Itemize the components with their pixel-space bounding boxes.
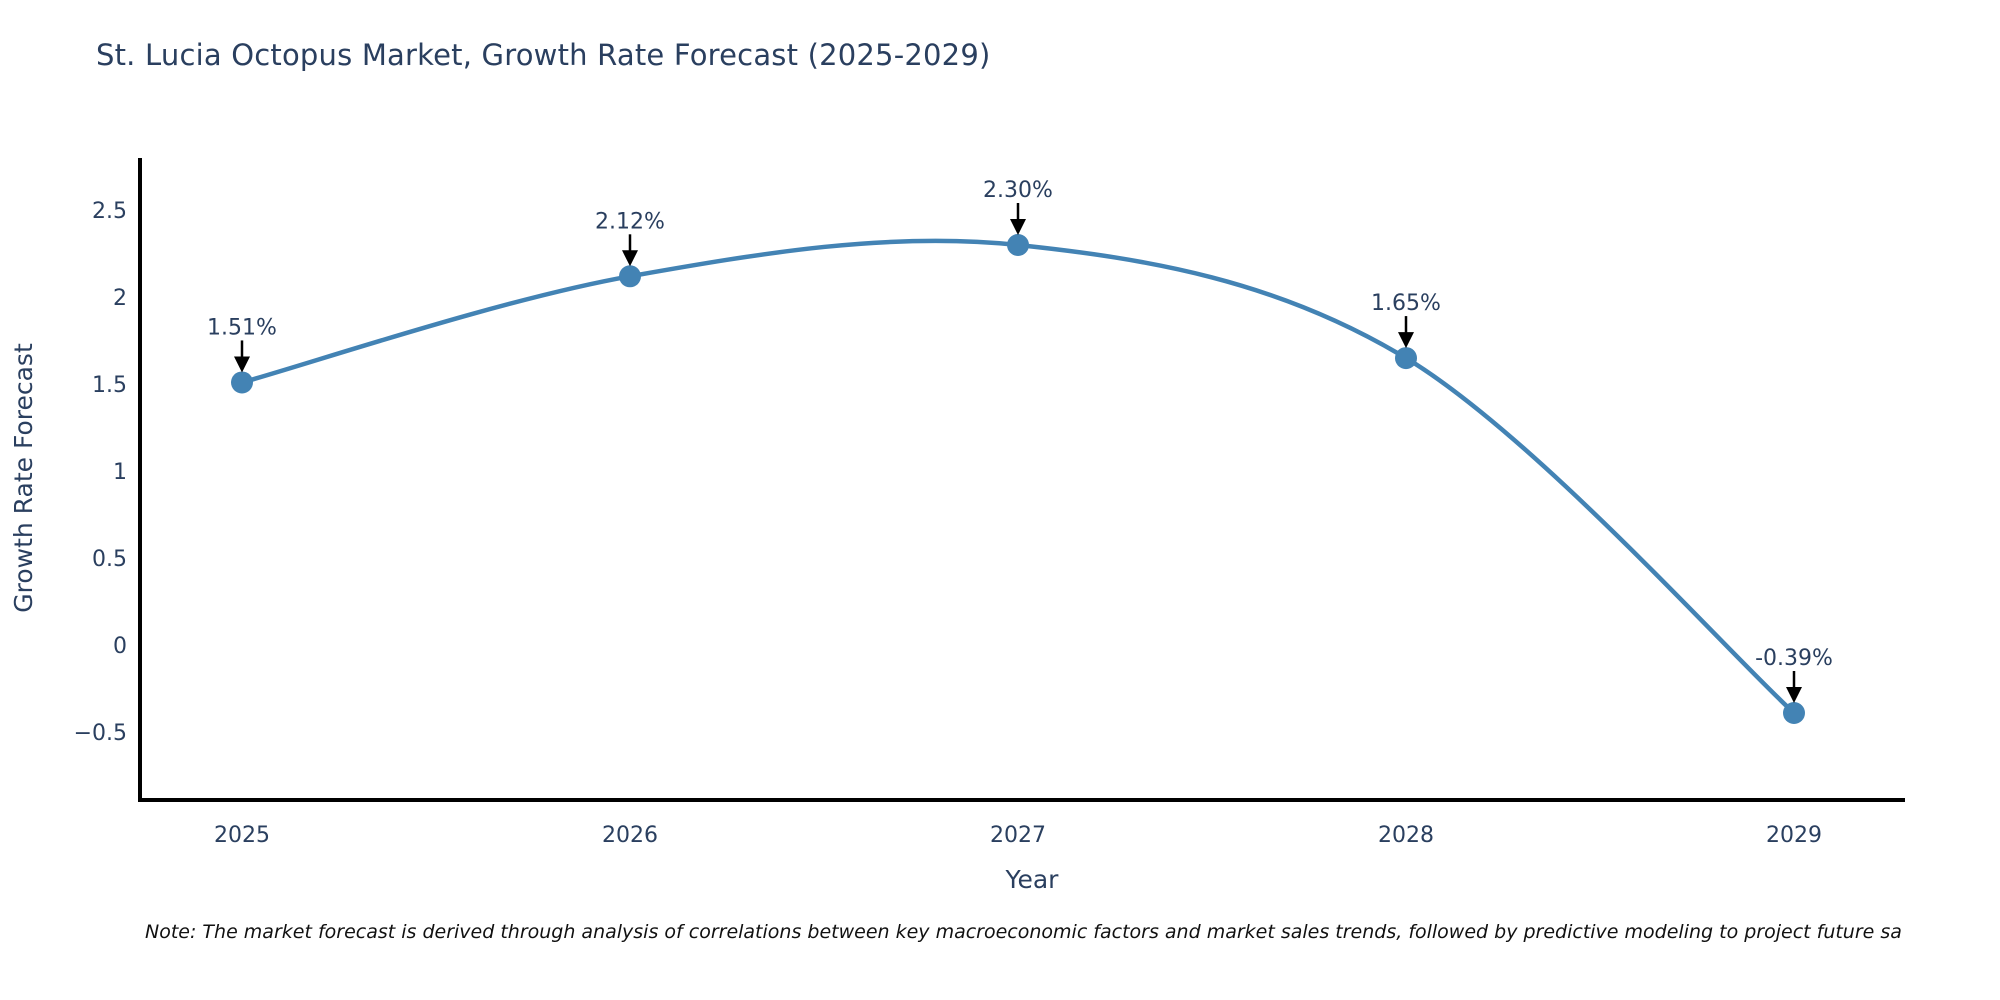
y-tick-label: −0.5: [74, 721, 127, 746]
data-point-marker: [231, 371, 253, 394]
annotation-arrow-head: [622, 250, 638, 267]
x-tick-label: 2028: [1378, 823, 1434, 848]
axes-layer: [138, 158, 1905, 802]
data-point-label: 1.65%: [1371, 291, 1441, 316]
annotation-arrow-head: [1010, 218, 1026, 235]
y-axis-title: Growth Rate Forecast: [9, 343, 38, 613]
data-point-label: 2.12%: [595, 209, 665, 234]
footnote-text: Note: The market forecast is derived thr…: [145, 921, 1902, 943]
chart-title: St. Lucia Octopus Market, Growth Rate Fo…: [96, 38, 991, 72]
data-point-marker: [1783, 702, 1805, 725]
y-tick-label: 1: [113, 460, 127, 485]
data-point-marker: [619, 265, 641, 288]
y-tick-label: 0: [113, 634, 127, 659]
y-tick-label: 2: [113, 286, 127, 311]
annotation-arrow-head: [1786, 687, 1802, 704]
y-tick-label: 0.5: [92, 547, 127, 572]
annotations-layer: 1.51% 2.12% 2.30% 1.65% -0.39%: [207, 178, 1833, 704]
x-axis-title: Year: [1005, 865, 1060, 894]
data-point-label: 1.51%: [207, 315, 277, 340]
forecast-line: [239, 238, 1797, 716]
data-point-label: -0.39%: [1755, 646, 1833, 671]
annotation-arrow-head: [234, 356, 250, 373]
x-tick-label: 2026: [602, 823, 658, 848]
line-series: [231, 233, 1805, 725]
data-point-label: 2.30%: [983, 178, 1053, 203]
x-tick-label: 2025: [214, 823, 270, 848]
ticks-layer: 2.5 2 1.5 1 0.5 0 −0.5 2025 2026 2027 2028 2029: [74, 199, 1822, 848]
y-tick-label: 2.5: [92, 199, 127, 224]
annotation-arrow-head: [1398, 332, 1414, 349]
data-point-marker: [1007, 233, 1029, 256]
x-tick-label: 2027: [990, 823, 1046, 848]
x-tick-label: 2029: [1766, 823, 1822, 848]
data-point-marker: [1395, 347, 1417, 370]
y-tick-label: 1.5: [92, 373, 127, 398]
